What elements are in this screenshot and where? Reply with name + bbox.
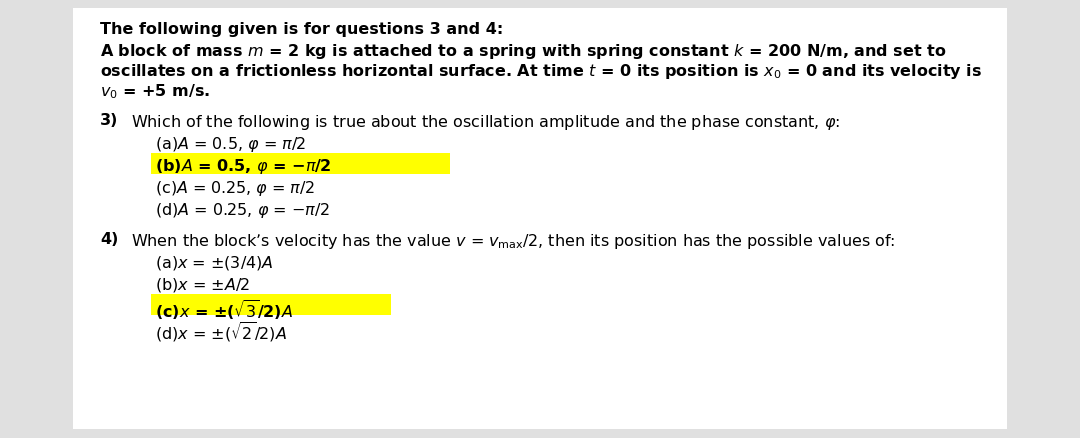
Text: (d)$x$ = ±($\sqrt{2}$/2)$A$: (d)$x$ = ±($\sqrt{2}$/2)$A$ [156,319,287,343]
Bar [151,294,391,315]
Text: (a)$A$ = 0.5, $\varphi$ = $\pi$/2: (a)$A$ = 0.5, $\varphi$ = $\pi$/2 [156,135,307,154]
Text: When the block’s velocity has the value $v$ = $v_{\mathrm{max}}$/2, then its pos: When the block’s velocity has the value … [131,231,895,251]
Text: (a)$x$ = ±(3/4)$A$: (a)$x$ = ±(3/4)$A$ [156,254,274,272]
Bar [73,9,1007,429]
Text: 3): 3) [100,113,119,128]
Text: A block of mass $m$ = 2 kg is attached to a spring with spring constant $k$ = 20: A block of mass $m$ = 2 kg is attached t… [100,42,946,61]
Text: 4): 4) [100,231,119,247]
Bar [151,154,450,175]
Text: oscillates on a frictionless horizontal surface. At time $t$ = 0 its position is: oscillates on a frictionless horizontal … [100,62,982,81]
Text: $v_0$ = +5 m/s.: $v_0$ = +5 m/s. [100,82,211,100]
Text: The following given is for questions 3 and 4:: The following given is for questions 3 a… [100,22,503,37]
Text: Which of the following is true about the oscillation amplitude and the phase con: Which of the following is true about the… [131,113,840,132]
Text: (b)$A$ = 0.5, $\varphi$ = −$\pi$/2: (b)$A$ = 0.5, $\varphi$ = −$\pi$/2 [156,157,332,176]
Text: (d)$A$ = 0.25, $\varphi$ = −$\pi$/2: (d)$A$ = 0.25, $\varphi$ = −$\pi$/2 [156,201,329,219]
Text: (c)$x$ = ±($\sqrt{3}$/2)$A$: (c)$x$ = ±($\sqrt{3}$/2)$A$ [156,297,293,321]
Text: (c)$A$ = 0.25, $\varphi$ = $\pi$/2: (c)$A$ = 0.25, $\varphi$ = $\pi$/2 [156,179,314,198]
Text: (b)$x$ = ±$A$/2: (b)$x$ = ±$A$/2 [156,276,251,293]
